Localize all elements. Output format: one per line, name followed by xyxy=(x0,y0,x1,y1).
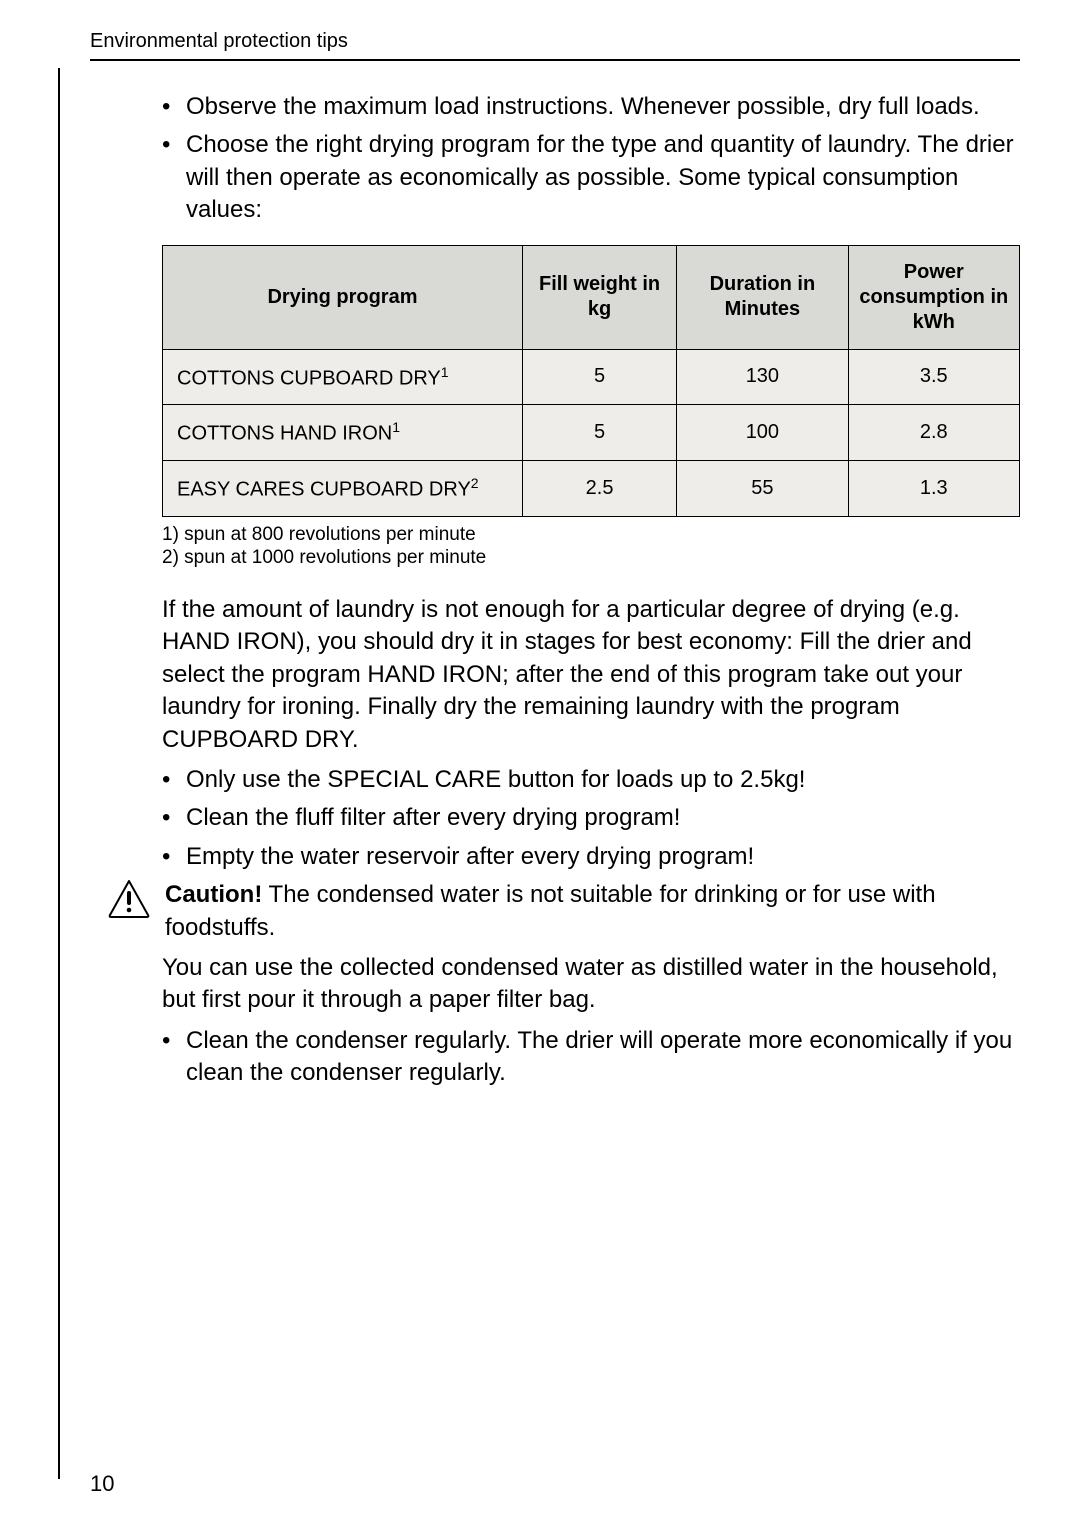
footnote: 1) spun at 800 revolutions per minute xyxy=(162,523,1020,547)
cell-weight: 2.5 xyxy=(522,460,676,516)
page-number: 10 xyxy=(90,1471,114,1497)
cell-weight: 5 xyxy=(522,349,676,405)
table-footnotes: 1) spun at 800 revolutions per minute 2)… xyxy=(162,523,1020,571)
list-item: Observe the maximum load instructions. W… xyxy=(162,91,1020,123)
program-name: EASY CARES CUPBOARD DRY xyxy=(177,479,471,501)
list-item: Clean the condenser regularly. The drier… xyxy=(162,1025,1020,1090)
caution-block: Caution! The condensed water is not suit… xyxy=(107,879,1020,944)
program-name: COTTONS HAND IRON xyxy=(177,423,392,445)
warning-icon xyxy=(107,879,151,919)
program-sup: 2 xyxy=(471,475,479,491)
consumption-table-wrap: Drying program Fill weight in kg Duratio… xyxy=(162,245,1020,517)
consumption-table: Drying program Fill weight in kg Duratio… xyxy=(162,245,1020,517)
tips-list-3: Clean the condenser regularly. The drier… xyxy=(162,1025,1020,1090)
table-row: EASY CARES CUPBOARD DRY2 2.5 55 1.3 xyxy=(163,460,1020,516)
table-header-row: Drying program Fill weight in kg Duratio… xyxy=(163,245,1020,349)
program-name: COTTONS CUPBOARD DRY xyxy=(177,367,441,389)
th-power: Power consumption in kWh xyxy=(848,245,1019,349)
footnote: 2) spun at 1000 revolutions per minute xyxy=(162,546,1020,570)
tips-list-2: Only use the SPECIAL CARE button for loa… xyxy=(162,764,1020,873)
cell-power: 2.8 xyxy=(848,405,1019,461)
cell-power: 3.5 xyxy=(848,349,1019,405)
caution-text: Caution! The condensed water is not suit… xyxy=(165,879,1020,944)
table-row: COTTONS HAND IRON1 5 100 2.8 xyxy=(163,405,1020,461)
paragraph: If the amount of laundry is not enough f… xyxy=(162,594,1020,756)
cell-duration: 130 xyxy=(677,349,848,405)
cell-program: COTTONS CUPBOARD DRY1 xyxy=(163,349,523,405)
content-area: Observe the maximum load instructions. W… xyxy=(90,91,1020,1090)
cell-duration: 55 xyxy=(677,460,848,516)
list-item: Choose the right drying program for the … xyxy=(162,129,1020,226)
list-item: Only use the SPECIAL CARE button for loa… xyxy=(162,764,1020,796)
paragraph: You can use the collected condensed wate… xyxy=(162,952,1020,1017)
header-title: Environmental protection tips xyxy=(90,30,1020,53)
th-duration: Duration in Minutes xyxy=(677,245,848,349)
program-sup: 1 xyxy=(392,419,400,435)
cell-power: 1.3 xyxy=(848,460,1019,516)
table-row: COTTONS CUPBOARD DRY1 5 130 3.5 xyxy=(163,349,1020,405)
program-sup: 1 xyxy=(441,364,449,380)
th-weight: Fill weight in kg xyxy=(522,245,676,349)
cell-duration: 100 xyxy=(677,405,848,461)
margin-rule xyxy=(58,68,60,1479)
list-item: Empty the water reservoir after every dr… xyxy=(162,841,1020,873)
page: Environmental protection tips Observe th… xyxy=(0,0,1080,1529)
cell-program: EASY CARES CUPBOARD DRY2 xyxy=(163,460,523,516)
caution-body: The condensed water is not suitable for … xyxy=(165,881,936,940)
cell-weight: 5 xyxy=(522,405,676,461)
cell-program: COTTONS HAND IRON1 xyxy=(163,405,523,461)
page-header: Environmental protection tips xyxy=(90,30,1020,61)
intro-list: Observe the maximum load instructions. W… xyxy=(162,91,1020,227)
list-item: Clean the fluff filter after every dryin… xyxy=(162,802,1020,834)
caution-bold: Caution! xyxy=(165,881,262,908)
th-program: Drying program xyxy=(163,245,523,349)
